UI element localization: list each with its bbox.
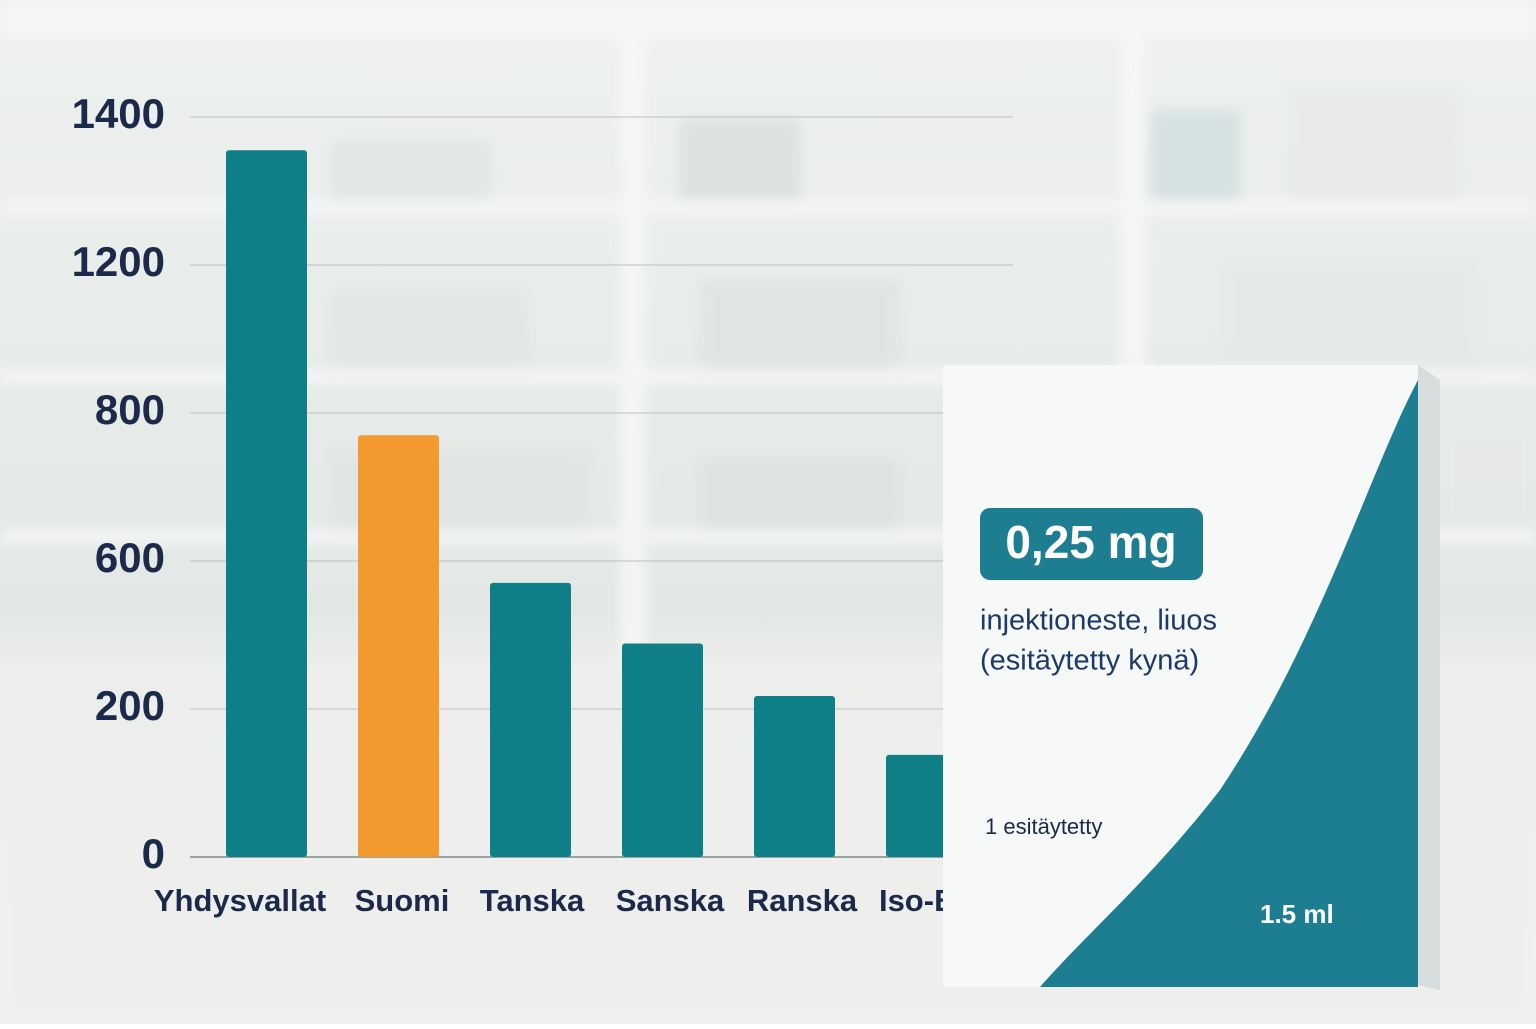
y-tick-label: 1400 — [72, 90, 165, 137]
x-tick-label: Yhdysvallat — [154, 883, 326, 918]
y-tick-label: 800 — [95, 386, 165, 433]
x-tick-label: Ranska — [747, 883, 858, 918]
box-side — [1418, 365, 1440, 990]
y-tick-label: 600 — [95, 534, 165, 581]
medicine-box: 0,25 mg injektioneste, liuos (esitäytett… — [943, 365, 1440, 990]
x-tick-label: Tanska — [480, 883, 585, 918]
box-stripe — [1040, 380, 1418, 987]
bar — [754, 696, 835, 857]
bar — [226, 150, 307, 858]
count: 1 esitäytetty — [985, 814, 1102, 839]
dose: 0,25 mg — [1005, 516, 1176, 568]
x-tick-label: Suomi — [355, 883, 450, 918]
bar — [490, 582, 571, 857]
chart: 0 200 600 800 1200 1400 Yhdysvallat Suomi Tanska… — [72, 90, 1016, 918]
form-line: (esitäytetty kynä) — [980, 645, 1199, 677]
form-line: injektioneste, liuos — [980, 605, 1217, 637]
y-tick-label: 0 — [142, 830, 165, 877]
volume: 1.5 ml — [1260, 899, 1334, 929]
dose-badge — [980, 508, 1203, 580]
bar — [358, 435, 439, 857]
y-tick-label: 200 — [95, 682, 165, 729]
bar — [622, 643, 703, 857]
y-tick-label: 1200 — [72, 238, 165, 285]
x-tick-label: Sanska — [616, 883, 725, 918]
